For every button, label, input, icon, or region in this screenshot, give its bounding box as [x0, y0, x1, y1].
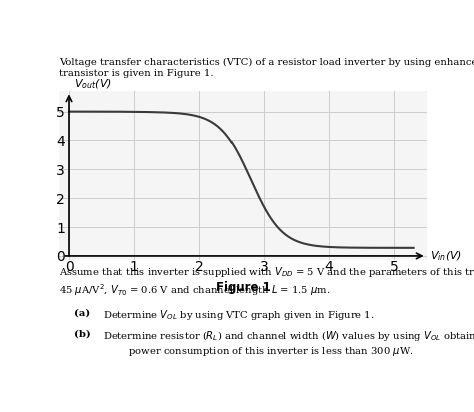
Text: (b): (b) [74, 329, 91, 338]
Text: $V_{out}$(V): $V_{out}$(V) [74, 77, 112, 91]
Text: Voltage transfer characteristics (VTC) of a resistor load inverter by using enha: Voltage transfer characteristics (VTC) o… [59, 58, 474, 77]
Text: Assume that this inverter is supplied with $V_{DD}$ = 5 V and the parameters of : Assume that this inverter is supplied wi… [59, 265, 474, 279]
Text: $V_{in}$(V): $V_{in}$(V) [430, 250, 462, 263]
Text: Determine resistor ($R_L$) and channel width ($W$) values by using $V_{OL}$ obta: Determine resistor ($R_L$) and channel w… [103, 329, 474, 358]
Text: (a): (a) [74, 309, 90, 317]
Text: 45 $\mu$A/V$^2$, $V_{T0}$ = 0.6 V and channel length $L$ = 1.5 $\mu$m.: 45 $\mu$A/V$^2$, $V_{T0}$ = 0.6 V and ch… [59, 283, 331, 298]
Text: Figure 1: Figure 1 [216, 281, 270, 293]
Text: Determine $V_{OL}$ by using VTC graph given in Figure 1.: Determine $V_{OL}$ by using VTC graph gi… [103, 309, 375, 323]
